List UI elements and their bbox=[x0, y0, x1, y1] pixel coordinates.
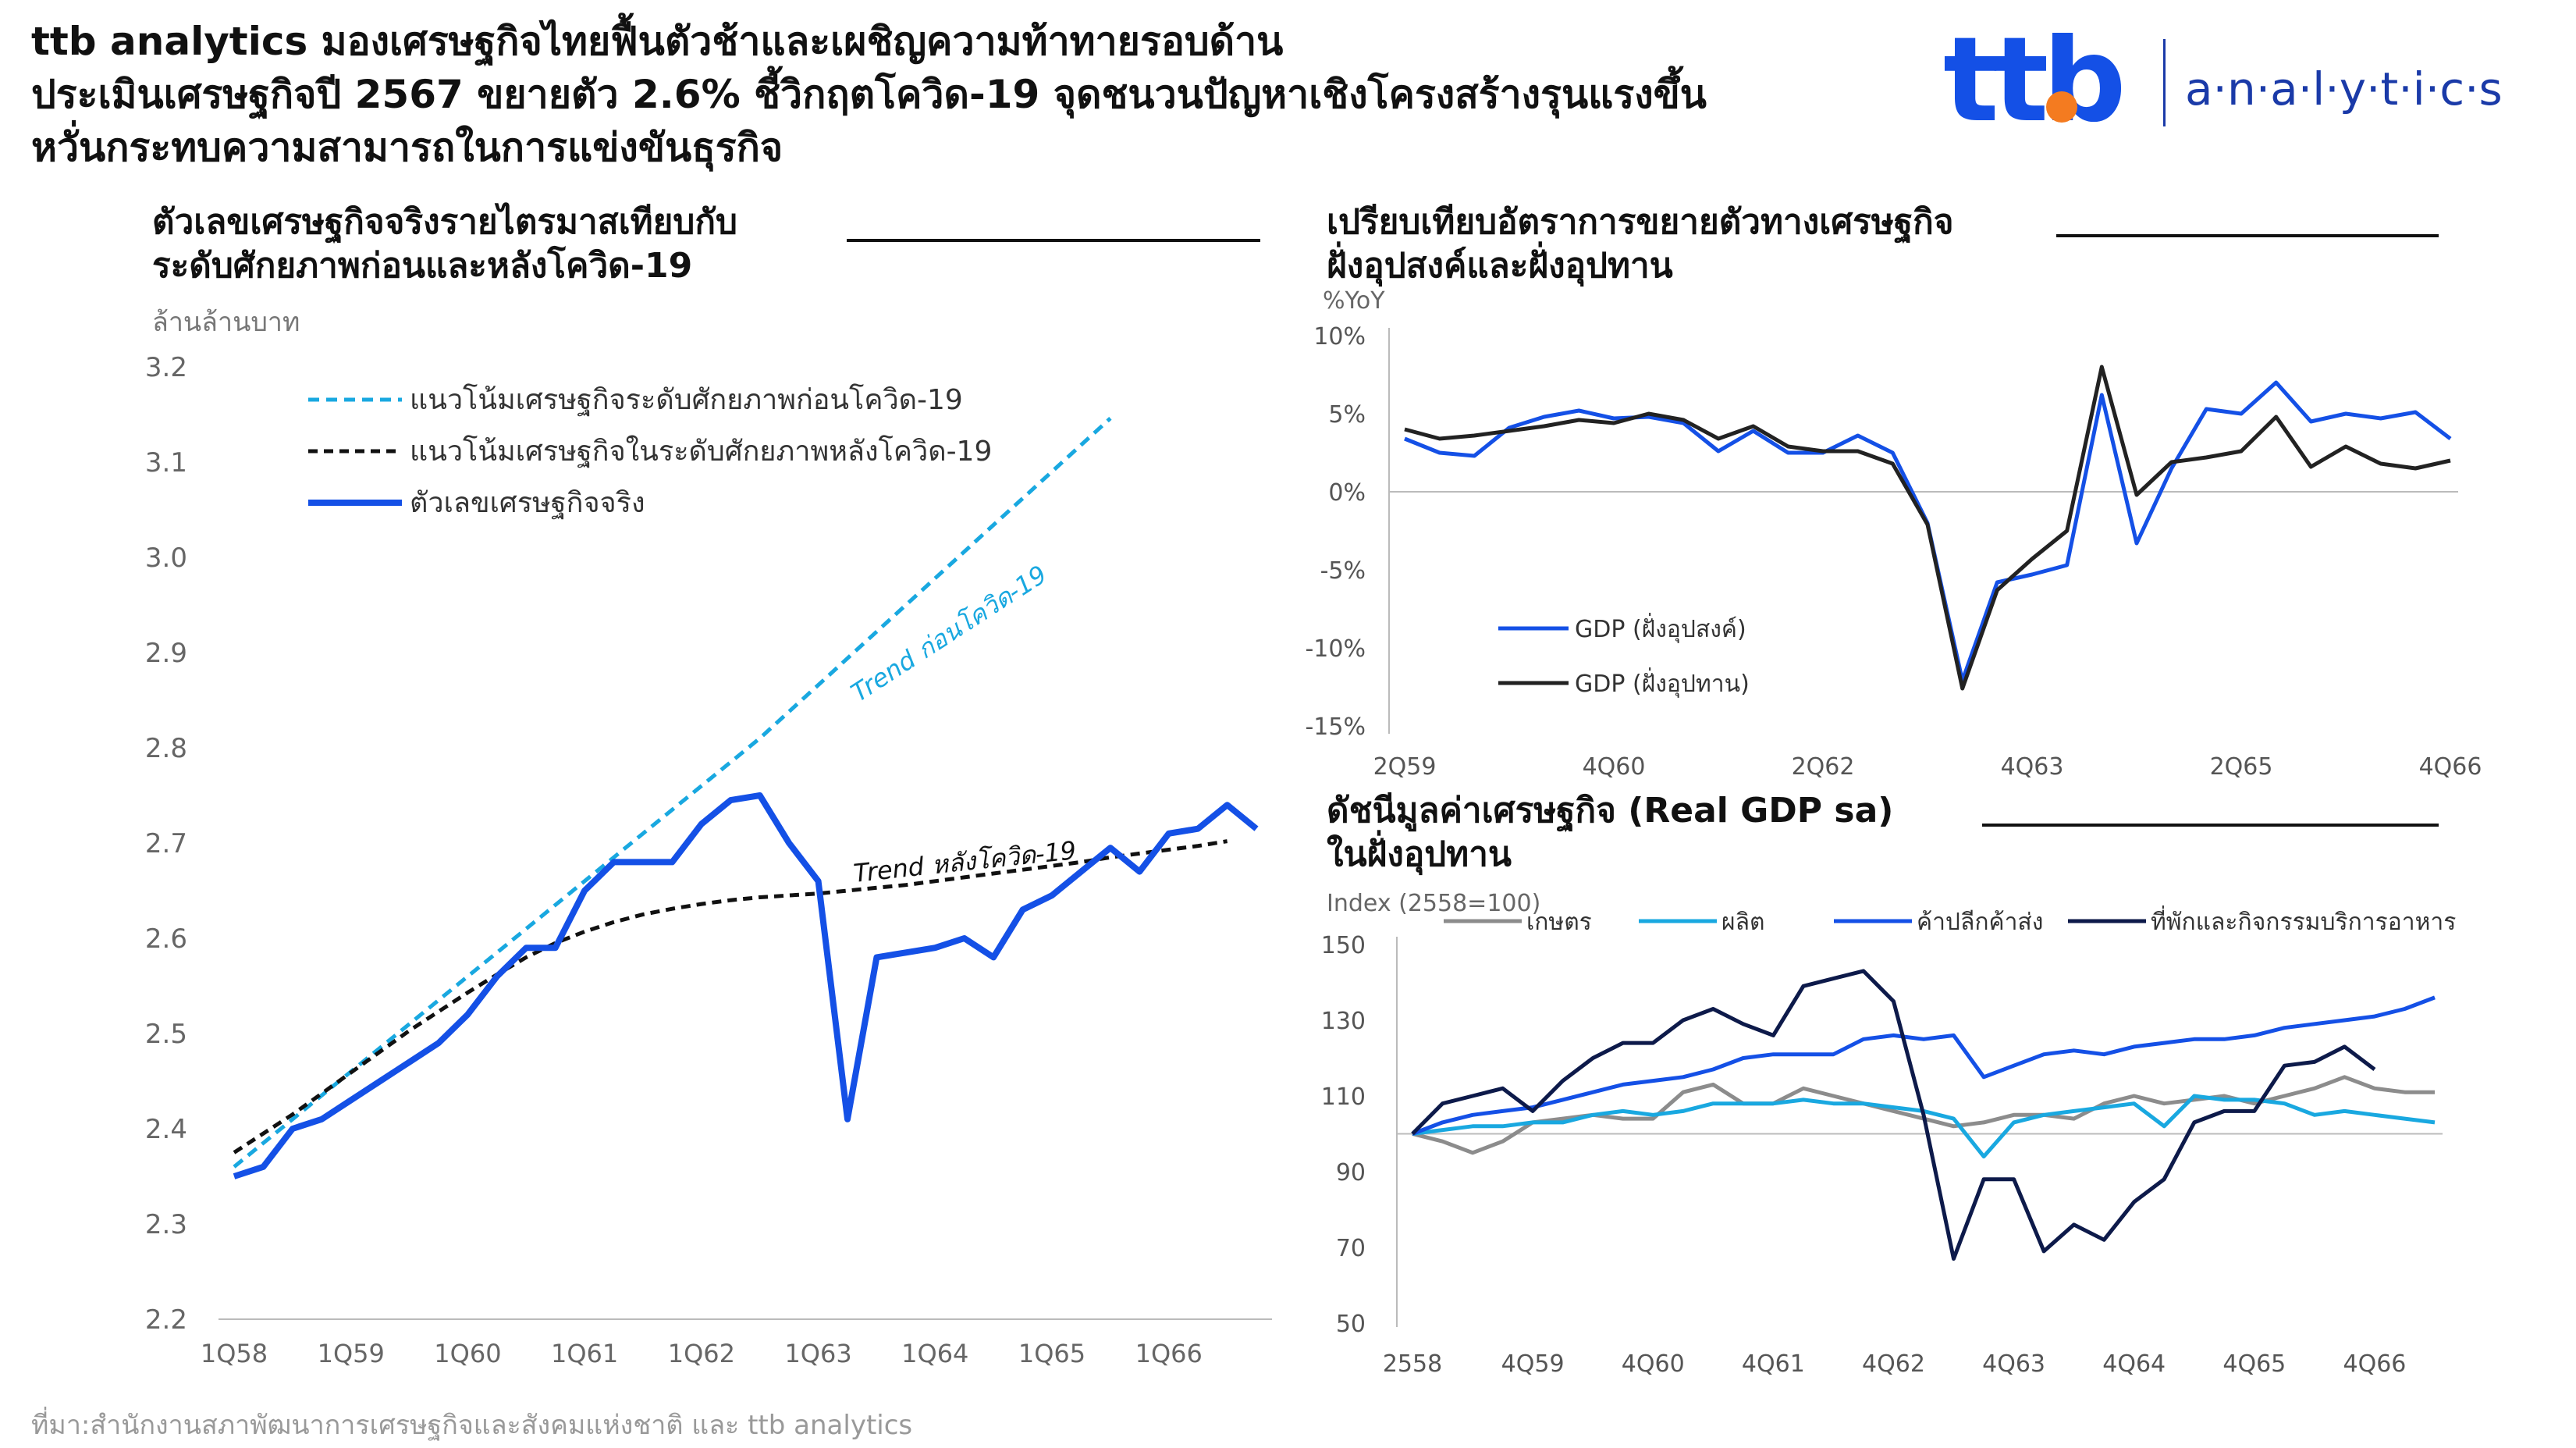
left-y-tick-label: 2.8 bbox=[145, 733, 187, 764]
bottomright-y-tick-label: 150 bbox=[1321, 932, 1366, 959]
left-chart-unit: ล้านล้านบาท bbox=[152, 307, 300, 338]
bottomright-x-tick-label: 4Q64 bbox=[2102, 1350, 2166, 1378]
left-chart: 3.2 3.1 3.0 2.9 2.8 2.7 2.6 2.5 2.4 2.3 2.2 1Q58 1Q5… bbox=[145, 352, 1272, 1368]
topright-y-tick-label: 10% bbox=[1313, 323, 1366, 350]
left-x-tick-label: 1Q60 bbox=[434, 1339, 501, 1368]
left-x-tick-label: 1Q61 bbox=[551, 1339, 618, 1368]
left-y-tick-label: 2.4 bbox=[145, 1114, 187, 1145]
bottomright-x-tick-label: 4Q60 bbox=[1622, 1350, 1685, 1378]
topright-chart: 10% 5% 0% -5% -10% -15%2Q59 4Q60 2Q62 4Q63 2Q65 4Q… bbox=[1305, 323, 2482, 781]
topright-chart-unit: %YoY bbox=[1323, 287, 1385, 315]
left-y-tick-label: 3.0 bbox=[145, 543, 187, 574]
left-x-tick-label: 1Q66 bbox=[1135, 1339, 1203, 1368]
left-x-tick-label: 1Q59 bbox=[318, 1339, 385, 1368]
left-y-tick-label: 3.1 bbox=[145, 447, 187, 479]
bottomright-x-tick-label: 4Q65 bbox=[2222, 1350, 2286, 1378]
bottomright-y-tick-label: 70 bbox=[1336, 1235, 1366, 1262]
left-y-tick-label: 2.9 bbox=[145, 638, 187, 669]
left-x-tick-label: 1Q64 bbox=[901, 1339, 968, 1368]
topright-x-tick-label: 2Q65 bbox=[2210, 753, 2273, 781]
topright-x-tick-label: 2Q62 bbox=[1792, 753, 1855, 781]
bottomright-x-tick-label: 4Q63 bbox=[1982, 1350, 2045, 1378]
left-x-tick-label: 1Q58 bbox=[201, 1339, 268, 1368]
left-y-tick-label: 2.5 bbox=[145, 1019, 187, 1050]
topright-x-tick-label: 2Q59 bbox=[1373, 753, 1437, 781]
bottomright-legend-label: ผลิต bbox=[1721, 909, 1764, 936]
ttb-analytics-logo: ttb a·n·a·l·y·t·i·c·s bbox=[1943, 33, 2503, 134]
bottomright-x-tick-label: 4Q59 bbox=[1501, 1350, 1565, 1378]
bottomright-y-tick-label: 110 bbox=[1321, 1083, 1366, 1111]
source-note: ที่มา:สำนักงานสภาพัฒนาการเศรษฐกิจและสังค… bbox=[31, 1410, 913, 1441]
left-chart-rule bbox=[847, 239, 1260, 242]
left-y-tick-label: 2.2 bbox=[145, 1304, 187, 1336]
pre-covid-trend-line bbox=[233, 417, 1112, 1169]
bottomright-x-tick-label: 4Q62 bbox=[1862, 1350, 1925, 1378]
logo-accent-dot bbox=[2046, 91, 2077, 123]
bottomright-legend-label: ที่พักและกิจกรรมบริการอาหาร bbox=[2151, 905, 2456, 936]
bottomright-chart-rule bbox=[1982, 824, 2439, 827]
topright-legend-label: GDP (ฝั่งอุปสงค์) bbox=[1575, 613, 1746, 644]
logo-name: a·n·a·l·y·t·i·c·s bbox=[2185, 62, 2503, 116]
topright-y-tick-label: -5% bbox=[1320, 557, 1366, 585]
bottomright-x-tick-label: 4Q66 bbox=[2343, 1350, 2407, 1378]
topright-x-tick-label: 4Q60 bbox=[1583, 753, 1646, 781]
bottomright-series-retail bbox=[1412, 995, 2436, 1136]
topright-y-tick-label: 5% bbox=[1328, 401, 1366, 429]
topright-chart-rule bbox=[2056, 234, 2439, 237]
left-y-tick-label: 2.3 bbox=[145, 1209, 187, 1240]
topright-x-tick-label: 4Q63 bbox=[2001, 753, 2064, 781]
bottomright-y-tick-label: 130 bbox=[1321, 1008, 1366, 1035]
headline-line-3: หวั่นกระทบความสามารถในการแข่งขันธุรกิจ bbox=[31, 125, 783, 170]
bottomright-x-tick-label: 4Q61 bbox=[1742, 1350, 1805, 1378]
left-chart-title-1: ตัวเลขเศรษฐกิจจริงรายไตรมาสเทียบกับ bbox=[152, 202, 737, 242]
bottomright-x-tick-label: 2558 bbox=[1383, 1350, 1442, 1378]
bottomright-legend-label: ค้าปลีกค้าส่ง bbox=[1917, 909, 2043, 936]
logo-divider bbox=[2163, 39, 2166, 126]
topright-y-tick-label: -15% bbox=[1305, 713, 1366, 741]
bottomright-legend-label: เกษตร bbox=[1526, 909, 1592, 936]
bottomright-chart-title-2: ในฝั่งอุปทาน bbox=[1327, 834, 1512, 874]
left-y-tick-label: 2.7 bbox=[145, 828, 187, 859]
bottomright-chart: 150 130 110 90 70 50 2558 4Q59 4Q60 4Q61 4Q62 4Q63 4… bbox=[1321, 905, 2457, 1378]
left-x-tick-label: 1Q63 bbox=[784, 1339, 851, 1368]
bottomright-chart-title-1: ดัชนีมูลค่าเศรษฐกิจ (Real GDP sa) bbox=[1327, 791, 1894, 831]
headline-line-2: ประเมินเศรษฐกิจปี 2567 ขยายตัว 2.6% ชี้ว… bbox=[31, 72, 1707, 117]
headline-line-1: ttb analytics มองเศรษฐกิจไทยฟื้นตัวช้าแล… bbox=[31, 19, 1284, 64]
left-y-tick-label: 3.2 bbox=[145, 352, 187, 383]
left-x-tick-label: 1Q62 bbox=[668, 1339, 735, 1368]
bottomright-chart-unit: Index (2558=100) bbox=[1327, 890, 1541, 917]
topright-y-tick-label: 0% bbox=[1328, 479, 1366, 507]
topright-series-supply bbox=[1404, 365, 2451, 691]
logo-brand: ttb bbox=[1943, 33, 2121, 134]
topright-chart-title-1: เปรียบเทียบอัตราการขยายตัวทางเศรษฐกิจ bbox=[1327, 202, 1954, 242]
bottomright-series-mfg bbox=[1412, 1094, 2436, 1159]
post-covid-trend-line bbox=[233, 839, 1228, 1154]
topright-y-tick-label: -10% bbox=[1305, 635, 1366, 663]
topright-chart-title-2: ฝั่งอุปสงค์และฝั่งอุปทาน bbox=[1327, 246, 1673, 286]
bottomright-series-hotel bbox=[1411, 969, 2376, 1261]
left-legend-label: แนวโน้มเศรษฐกิจในระดับศักยภาพหลังโควิด-1… bbox=[410, 435, 992, 468]
left-chart-title-2: ระดับศักยภาพก่อนและหลังโควิด-19 bbox=[152, 246, 693, 286]
topright-legend-label: GDP (ฝั่งอุปทาน) bbox=[1575, 667, 1750, 699]
topright-x-tick-label: 4Q66 bbox=[2419, 753, 2482, 781]
left-legend-label: แนวโน้มเศรษฐกิจระดับศักยภาพก่อนโควิด-19 bbox=[410, 383, 963, 417]
actual-gdp-line bbox=[233, 792, 1259, 1179]
left-y-tick-label: 2.6 bbox=[145, 923, 187, 955]
post-covid-trend-annotation: Trend หลังโควิด-19 bbox=[852, 835, 1078, 888]
bottomright-y-tick-label: 90 bbox=[1336, 1159, 1366, 1187]
left-legend-label: ตัวเลขเศรษฐกิจจริง bbox=[410, 487, 645, 520]
bottomright-y-tick-label: 50 bbox=[1336, 1311, 1366, 1338]
left-x-tick-label: 1Q65 bbox=[1018, 1339, 1085, 1368]
